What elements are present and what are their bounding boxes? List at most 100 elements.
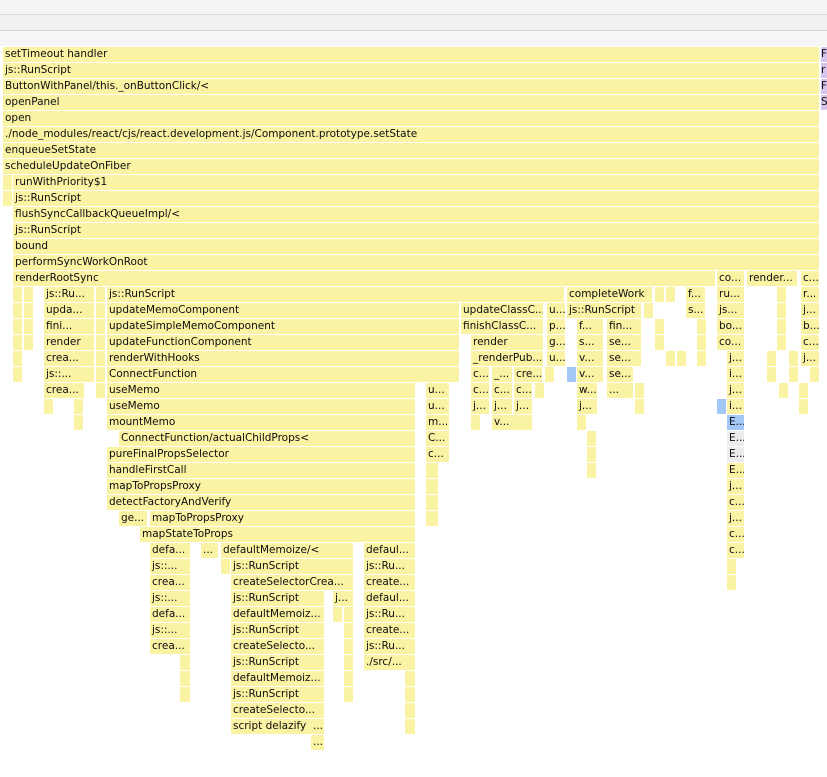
flame-frame[interactable]: js...	[717, 303, 744, 318]
flame-frame[interactable]	[426, 463, 438, 478]
flame-frame[interactable]: S	[821, 95, 827, 110]
flame-frame[interactable]	[180, 655, 190, 670]
flame-frame[interactable]: useMemo	[107, 399, 415, 414]
flame-frame[interactable]: c...	[492, 383, 512, 398]
flame-frame[interactable]	[777, 303, 786, 318]
flame-frame[interactable]: finishClassC...	[461, 319, 543, 334]
flame-frame[interactable]: se...	[607, 335, 641, 350]
flame-frame[interactable]: b...	[801, 319, 819, 334]
flame-frame[interactable]	[426, 479, 438, 494]
flame-frame[interactable]: F	[821, 79, 827, 94]
flame-frame[interactable]: updateClassC...	[461, 303, 543, 318]
flame-frame[interactable]: ...	[201, 543, 218, 558]
flame-frame[interactable]: bo...	[717, 319, 744, 334]
flame-frame[interactable]: createSelectorCrea...	[231, 575, 353, 590]
flame-frame[interactable]	[180, 687, 190, 702]
flame-frame[interactable]: updateFunctionComponent	[107, 335, 459, 350]
flame-frame[interactable]	[677, 351, 686, 366]
flame-frame[interactable]: js::RunScript	[231, 655, 324, 670]
flame-frame[interactable]: defaultMemoiz...	[231, 607, 324, 622]
flame-frame[interactable]	[333, 607, 342, 622]
flame-frame[interactable]	[697, 335, 706, 350]
flame-frame[interactable]	[96, 287, 105, 302]
flame-frame[interactable]	[655, 287, 664, 302]
flame-frame[interactable]	[96, 367, 105, 382]
flame-frame[interactable]	[96, 335, 105, 350]
flame-frame[interactable]	[24, 335, 33, 350]
flame-frame[interactable]	[587, 431, 596, 446]
flame-frame[interactable]	[180, 671, 190, 686]
flame-frame[interactable]	[24, 319, 33, 334]
flame-frame[interactable]	[644, 303, 653, 318]
flame-frame[interactable]: f...	[577, 319, 603, 334]
flame-frame[interactable]	[727, 559, 736, 574]
flame-frame[interactable]	[635, 383, 644, 398]
flame-frame[interactable]	[405, 687, 415, 702]
flame-frame[interactable]: create...	[364, 575, 415, 590]
flame-frame[interactable]: c...	[471, 367, 489, 382]
flame-frame[interactable]	[96, 383, 105, 398]
flame-frame[interactable]	[799, 383, 808, 398]
flame-frame[interactable]: js::...	[44, 367, 94, 382]
flame-frame[interactable]	[635, 399, 644, 414]
flame-frame[interactable]: F	[821, 47, 827, 62]
flame-frame[interactable]	[426, 511, 438, 526]
flame-frame[interactable]: setTimeout handler	[3, 47, 819, 62]
flame-frame[interactable]	[777, 335, 786, 350]
flame-frame[interactable]	[697, 351, 706, 366]
flame-frame[interactable]: runWithPriority$1	[13, 175, 819, 190]
flame-frame[interactable]: js::Ru...	[364, 639, 415, 654]
flame-frame[interactable]: j...	[727, 511, 744, 526]
flame-frame[interactable]: fin...	[607, 319, 641, 334]
flame-frame[interactable]: open	[3, 111, 819, 126]
flame-frame[interactable]: mapStateToProps	[140, 527, 415, 542]
flame-frame[interactable]: create...	[364, 623, 415, 638]
flame-frame[interactable]: completeWork	[567, 287, 652, 302]
flame-frame[interactable]	[13, 335, 22, 350]
flame-frame[interactable]	[221, 559, 230, 574]
flame-frame[interactable]: _renderPub...	[471, 351, 543, 366]
flame-frame[interactable]: createSelecto...	[231, 703, 324, 718]
flame-frame[interactable]: crea...	[44, 383, 84, 398]
flame-frame[interactable]: cre...	[514, 367, 542, 382]
flame-frame[interactable]: co...	[717, 271, 744, 286]
flame-frame[interactable]	[344, 607, 353, 622]
flame-frame[interactable]: js::RunScript	[231, 591, 324, 606]
flame-frame[interactable]	[789, 367, 798, 382]
flame-frame[interactable]	[405, 719, 415, 734]
flame-frame[interactable]: E...	[727, 431, 744, 446]
flame-frame[interactable]	[344, 623, 353, 638]
flame-frame[interactable]: j...	[801, 303, 819, 318]
flame-frame[interactable]: ./node_modules/react/cjs/react.developme…	[3, 127, 819, 142]
flame-frame[interactable]: updateMemoComponent	[107, 303, 459, 318]
flame-frame[interactable]	[344, 655, 353, 670]
flame-frame[interactable]: u...	[426, 399, 449, 414]
flame-frame[interactable]: js::RunScript	[107, 287, 564, 302]
flame-frame[interactable]: js::RunScript	[13, 223, 819, 238]
flame-frame[interactable]: updateSimpleMemoComponent	[107, 319, 459, 334]
flame-frame[interactable]: flushSyncCallbackQueueImpl/<	[13, 207, 819, 222]
flame-frame[interactable]: detectFactoryAndVerify	[107, 495, 415, 510]
flame-frame[interactable]: pureFinalPropsSelector	[107, 447, 415, 462]
flame-frame[interactable]: ge...	[119, 511, 147, 526]
flame-frame[interactable]	[3, 191, 12, 206]
flame-frame[interactable]: defa...	[150, 543, 190, 558]
flame-frame[interactable]	[96, 303, 105, 318]
flame-frame[interactable]: v...	[577, 367, 603, 382]
flame-frame[interactable]: ...	[313, 719, 324, 734]
flame-frame[interactable]	[655, 319, 664, 334]
flame-frame[interactable]: j...	[471, 399, 489, 414]
flame-frame[interactable]: defaul...	[364, 591, 415, 606]
flame-frame[interactable]: mountMemo	[107, 415, 415, 430]
flame-frame[interactable]	[587, 463, 596, 478]
flame-frame[interactable]: E...	[727, 447, 744, 462]
flame-frame[interactable]: c...	[426, 447, 449, 462]
flame-frame[interactable]	[577, 415, 586, 430]
flame-frame[interactable]: ConnectFunction/actualChildProps<	[119, 431, 415, 446]
flame-frame[interactable]: renderRootSync	[13, 271, 715, 286]
flame-frame[interactable]	[666, 351, 675, 366]
flame-frame[interactable]: render	[471, 335, 543, 350]
flame-frame[interactable]: r...	[801, 287, 819, 302]
flame-frame[interactable]: f...	[686, 287, 705, 302]
flame-frame[interactable]: script delazify	[231, 719, 324, 734]
